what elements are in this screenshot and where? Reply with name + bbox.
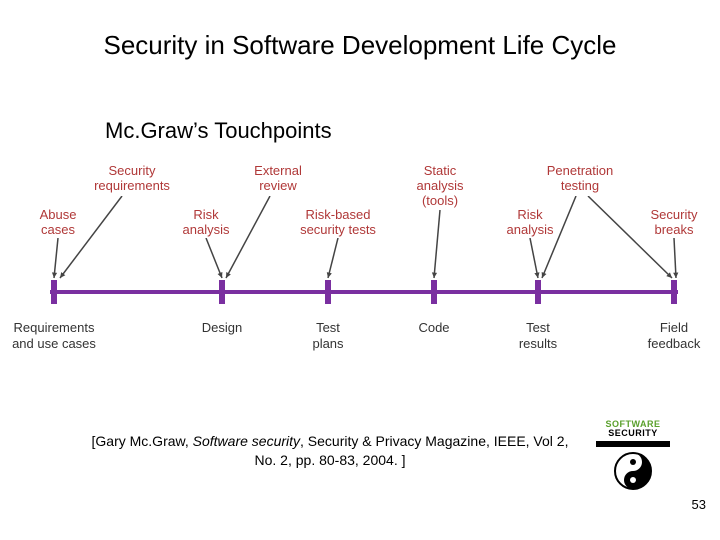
- touchpoint-label: Security requirements: [94, 164, 170, 194]
- timeline-axis: [50, 290, 678, 294]
- subtitle: Mc.Graw’s Touchpoints: [105, 118, 332, 144]
- phase-label: Test results: [519, 320, 557, 351]
- arrow-icon: [54, 196, 128, 286]
- citation: [Gary Mc.Graw, Software security, Securi…: [80, 432, 580, 470]
- book-badge-line2: SECURITY: [596, 429, 670, 438]
- page-number: 53: [692, 497, 706, 512]
- arrow-icon: [536, 196, 582, 286]
- phase-label: Field feedback: [648, 320, 701, 351]
- touchpoint-label: Penetration testing: [547, 164, 614, 194]
- phase-label: Design: [202, 320, 242, 336]
- citation-prefix: [Gary Mc.Graw,: [92, 433, 193, 449]
- phase-label: Requirements and use cases: [12, 320, 96, 351]
- yinyang-icon: [596, 451, 670, 491]
- phase-label: Test plans: [312, 320, 343, 351]
- touchpoint-label: Risk-based security tests: [300, 208, 376, 238]
- citation-suffix: , Security & Privacy Magazine, IEEE, Vol…: [255, 433, 569, 468]
- arrow-icon: [322, 238, 344, 286]
- arrow-icon: [220, 196, 276, 286]
- book-badge: SOFTWARE SECURITY: [596, 420, 670, 491]
- arrow-icon: [668, 238, 682, 286]
- arrow-icon: [428, 210, 446, 286]
- page-title: Security in Software Development Life Cy…: [0, 30, 720, 61]
- touchpoint-label: Static analysis (tools): [417, 164, 464, 209]
- citation-italic: Software security: [193, 433, 300, 449]
- phase-label: Code: [418, 320, 449, 336]
- touchpoint-label: External review: [254, 164, 302, 194]
- book-badge-bar: [596, 441, 670, 447]
- touchpoints-diagram: Requirements and use casesDesignTest pla…: [40, 160, 680, 360]
- touchpoint-label: Security breaks: [651, 208, 698, 238]
